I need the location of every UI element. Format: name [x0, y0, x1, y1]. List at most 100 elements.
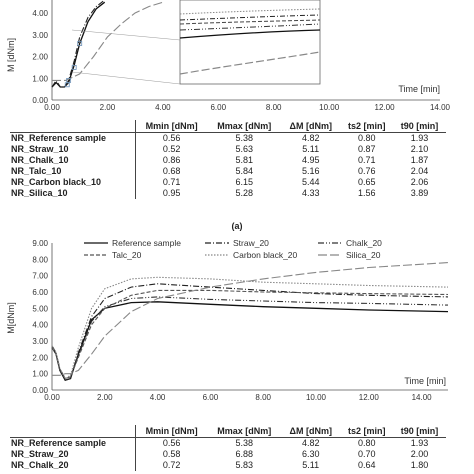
table-row: NR_Chalk_20 0.72 5.83 5.11 0.64 1.80 — [10, 460, 446, 471]
row-label: NR_Chalk_20 — [10, 460, 136, 471]
y-tick-label: 7.00 — [32, 272, 48, 281]
x-tick-label: 2.00 — [97, 393, 113, 402]
table-cell: 5.38 — [235, 438, 253, 448]
table-header-cell: t90 [min] — [393, 120, 446, 133]
row-label: NR_Straw_20 — [10, 449, 136, 460]
table-cell: 5.63 — [235, 144, 253, 154]
y-tick-label: 1.00 — [32, 370, 48, 379]
chart-b-series — [51, 262, 449, 381]
x-tick-label: 6.00 — [203, 393, 219, 402]
table-cell: 0.64 — [357, 460, 376, 470]
x-tick-label: 0.00 — [44, 103, 60, 112]
table-cell: 5.16 — [301, 166, 320, 176]
y-tick-label: 0.00 — [32, 386, 48, 395]
legend-label: Reference sample — [112, 238, 181, 248]
table-cell: 6.15 — [235, 177, 253, 187]
table-header-cell: Mmax [dNm] — [207, 120, 282, 133]
table-cell: 2.06 — [410, 177, 429, 187]
y-tick-label: 2.00 — [32, 53, 48, 62]
table-cell: 0.80 — [357, 438, 376, 448]
legend-label: Carbon black_20 — [233, 250, 298, 260]
table-cell: 1.93 — [410, 133, 429, 143]
y-tick-label: 8.00 — [32, 255, 48, 264]
table-header-cell: t90 [min] — [393, 425, 446, 438]
table-row: NR_Straw_10 0.52 5.63 5.11 0.87 2.10 — [10, 144, 446, 155]
legend-label: Chalk_20 — [346, 238, 382, 248]
inset-line-silica — [179, 51, 321, 75]
series-line-a-2 — [52, 1, 164, 81]
y-tick-label: 4.00 — [32, 321, 48, 330]
x-tick-label: 10.00 — [319, 103, 340, 112]
data-point-marker — [66, 78, 72, 83]
table-cell: 4.33 — [301, 188, 320, 198]
x-tick-label: 10.00 — [306, 393, 327, 402]
x-tick-label: 14.00 — [430, 103, 451, 112]
y-tick-label: 3.00 — [32, 337, 48, 346]
x-axis-label-a: Time [min] — [398, 84, 440, 94]
table-cell: 2.00 — [410, 449, 429, 459]
inset-line-carbon-black — [179, 8, 321, 15]
inset-line-talc — [179, 19, 321, 25]
inset-line-reference — [179, 29, 321, 39]
table-header-cell: ΔM [dNm] — [281, 425, 341, 438]
row-label: NR_Chalk_10 — [10, 155, 136, 166]
table-row: NR_Reference sample 0.56 5.38 4.82 0.80 1.93 — [10, 132, 446, 144]
series-line-a-1 — [51, 0, 106, 88]
table-cell: 0.87 — [357, 144, 376, 154]
series-line-straw-20 — [51, 283, 449, 381]
table-cell: 1.56 — [357, 188, 376, 198]
inset-connector — [71, 71, 181, 85]
table-cell: 5.38 — [235, 133, 253, 143]
table-cell: 1.93 — [410, 438, 429, 448]
table-cell: 2.10 — [410, 144, 429, 154]
x-tick-label: 14.00 — [412, 393, 433, 402]
table-cell: 0.56 — [162, 133, 181, 143]
inset-connector — [71, 29, 181, 41]
table-cell: 0.72 — [162, 460, 181, 470]
y-tick-label: 9.00 — [32, 239, 48, 248]
table-cell: 5.11 — [302, 144, 320, 154]
table-b: Mmin [dNm] Mmax [dNm] ΔM [dNm] ts2 [min] t90… — [10, 425, 446, 471]
inset-box — [179, 0, 321, 85]
table-cell: 0.71 — [357, 155, 376, 165]
y-tick-label: 3.00 — [32, 31, 48, 40]
table-row: NR_Carbon black_10 0.71 6.15 5.44 0.65 2.06 — [10, 177, 446, 188]
series-line-silica-20 — [52, 262, 449, 376]
table-cell: 0.86 — [162, 155, 181, 165]
chart-b-legend: Reference sample Straw_20 Chalk_20 Talc_20 C… — [84, 238, 382, 260]
series-line-a-0 — [51, 1, 106, 88]
x-axis-label-b: Time [min] — [404, 376, 446, 386]
table-b-header-row: Mmin [dNm] Mmax [dNm] ΔM [dNm] ts2 [min] t90… — [10, 425, 446, 438]
table-row: NR_Chalk_10 0.86 5.81 4.95 0.71 1.87 — [10, 155, 446, 166]
table-row: NR_Talc_10 0.68 5.84 5.16 0.76 2.04 — [10, 166, 446, 177]
table-cell: 6.30 — [301, 449, 320, 459]
inset-line-chalk — [179, 23, 321, 31]
x-tick-label: 8.00 — [255, 393, 271, 402]
y-axis-label-a: M [dNm] — [6, 38, 16, 72]
series-line-talc-20 — [51, 289, 449, 380]
table-header-cell: Mmin [dNm] — [135, 425, 208, 438]
table-header-cell: ts2 [min] — [340, 425, 394, 438]
chart-a-series — [51, 0, 164, 88]
x-tick-label: 4.00 — [150, 393, 166, 402]
table-cell: 1.87 — [410, 155, 429, 165]
legend-label: Talc_20 — [112, 250, 142, 260]
table-header-cell: Mmax [dNm] — [207, 425, 282, 438]
table-cell: 0.52 — [162, 144, 181, 154]
row-label: NR_Straw_10 — [10, 144, 136, 155]
x-tick-label: 6.00 — [210, 103, 226, 112]
table-cell: 4.82 — [301, 133, 320, 143]
table-cell: 0.68 — [162, 166, 181, 176]
table-cell: 0.76 — [357, 166, 376, 176]
table-row: NR_Straw_20 0.58 6.88 6.30 0.70 2.00 — [10, 449, 446, 460]
table-cell: 5.11 — [302, 460, 320, 470]
row-label: NR_Talc_10 — [10, 166, 136, 177]
chart-b: M[dNm] Time [min] 0.00 1.00 2.00 3.00 4.00 5.… — [6, 238, 449, 402]
y-axis-label-b: M[dNm] — [6, 302, 16, 334]
table-cell: 2.04 — [410, 166, 429, 176]
data-point-marker — [71, 64, 77, 70]
y-tick-label: 5.00 — [32, 304, 48, 313]
table-a-header-row: Mmin [dNm] Mmax [dNm] ΔM [dNm] ts2 [min] t90… — [10, 120, 446, 133]
table-header-cell — [10, 120, 136, 133]
